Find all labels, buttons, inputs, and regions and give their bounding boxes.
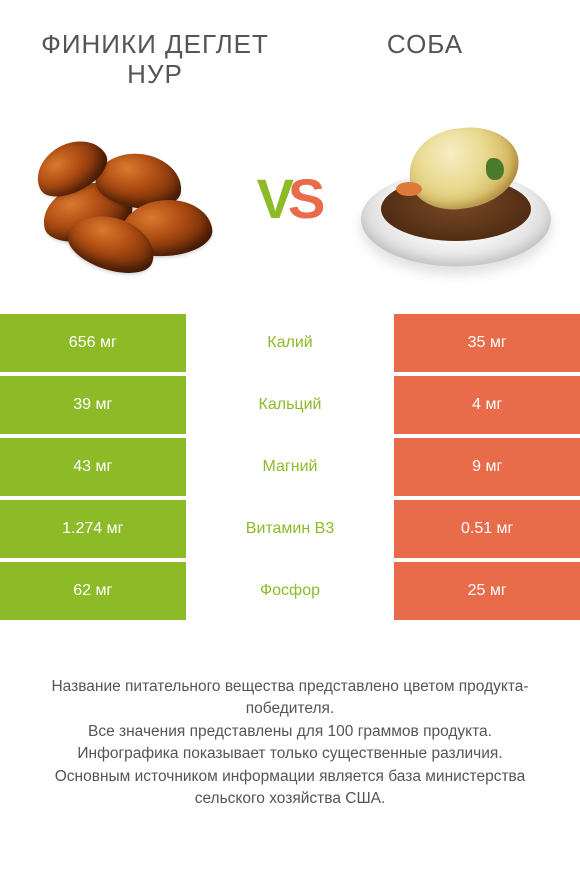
title-row: ФИНИКИ ДЕГЛЕТ НУР СОБА bbox=[0, 0, 580, 96]
table-row: 62 мгФосфор25 мг bbox=[0, 562, 580, 620]
left-product-title: ФИНИКИ ДЕГЛЕТ НУР bbox=[20, 30, 290, 90]
right-value-cell: 9 мг bbox=[394, 438, 580, 496]
right-value-cell: 0.51 мг bbox=[394, 500, 580, 558]
right-value-cell: 25 мг bbox=[394, 562, 580, 620]
left-value-cell: 656 мг bbox=[0, 314, 186, 372]
nutrient-label-cell: Кальций bbox=[186, 376, 395, 434]
left-value-cell: 43 мг bbox=[0, 438, 186, 496]
nutrient-label-cell: Магний bbox=[186, 438, 395, 496]
footer-line: Инфографика показывает только существенн… bbox=[24, 743, 556, 765]
left-value-cell: 62 мг bbox=[0, 562, 186, 620]
vs-v: V bbox=[257, 166, 292, 231]
left-illustration bbox=[24, 114, 224, 284]
footer-line: Все значения представлены для 100 граммо… bbox=[24, 721, 556, 743]
nutrient-label-cell: Фосфор bbox=[186, 562, 395, 620]
footer-notes: Название питательного вещества представл… bbox=[0, 620, 580, 811]
comparison-table: 656 мгКалий35 мг39 мгКальций4 мг43 мгМаг… bbox=[0, 314, 580, 620]
left-value-cell: 39 мг bbox=[0, 376, 186, 434]
nutrient-label-cell: Витамин B3 bbox=[186, 500, 395, 558]
table-row: 43 мгМагний9 мг bbox=[0, 438, 580, 496]
right-illustration bbox=[356, 114, 556, 284]
right-value-cell: 35 мг bbox=[394, 314, 580, 372]
right-product-title: СОБА bbox=[290, 30, 560, 60]
table-row: 656 мгКалий35 мг bbox=[0, 314, 580, 372]
infographic-root: ФИНИКИ ДЕГЛЕТ НУР СОБА V S 656 мгКалий35… bbox=[0, 0, 580, 874]
footer-line: Основным источником информации является … bbox=[24, 766, 556, 811]
left-value-cell: 1.274 мг bbox=[0, 500, 186, 558]
right-value-cell: 4 мг bbox=[394, 376, 580, 434]
table-row: 39 мгКальций4 мг bbox=[0, 376, 580, 434]
vs-s: S bbox=[288, 166, 323, 231]
table-row: 1.274 мгВитамин B30.51 мг bbox=[0, 500, 580, 558]
greens-icon bbox=[486, 158, 504, 180]
illustration-row: V S bbox=[0, 96, 580, 314]
vs-label: V S bbox=[257, 166, 324, 231]
nutrient-label-cell: Калий bbox=[186, 314, 395, 372]
carrot-icon bbox=[396, 182, 422, 196]
footer-line: Название питательного вещества представл… bbox=[24, 676, 556, 721]
